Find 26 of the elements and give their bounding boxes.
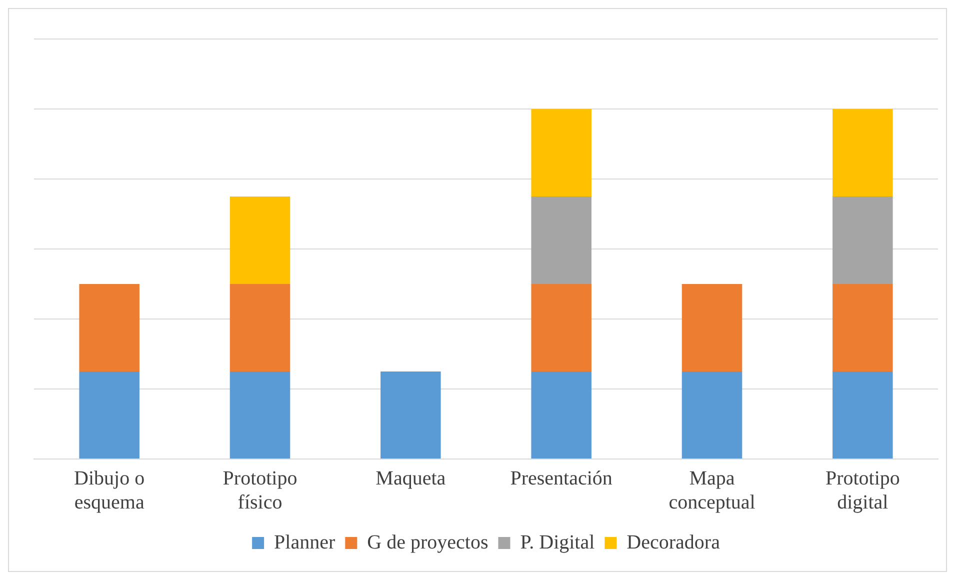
x-tick-label: Maqueta bbox=[376, 467, 446, 490]
x-tick-label: Presentación bbox=[510, 467, 612, 490]
bar bbox=[832, 196, 893, 284]
x-tick-label: Dibujo o esquema bbox=[74, 467, 145, 514]
bar bbox=[531, 196, 592, 284]
x-tick-label: Prototipo digital bbox=[825, 467, 900, 514]
bar bbox=[832, 284, 893, 372]
bar bbox=[79, 372, 140, 458]
bar bbox=[832, 109, 893, 196]
x-tick-label: Prototipo físico bbox=[222, 467, 298, 514]
bar bbox=[682, 284, 742, 372]
bar bbox=[230, 284, 290, 372]
legend-label: G de proyectos bbox=[367, 531, 488, 554]
bar bbox=[531, 109, 592, 196]
legend-label: P. Digital bbox=[520, 531, 596, 554]
bar bbox=[79, 284, 140, 372]
bar bbox=[230, 372, 290, 458]
bar bbox=[682, 372, 742, 458]
bar bbox=[380, 372, 441, 458]
bar bbox=[531, 284, 592, 372]
x-tick-label: Mapa conceptual bbox=[668, 467, 756, 514]
bar bbox=[230, 196, 290, 284]
legend-label: Decoradora bbox=[626, 531, 720, 554]
bar bbox=[531, 372, 592, 458]
legend-label: Planner bbox=[274, 531, 336, 554]
bar bbox=[832, 372, 893, 458]
